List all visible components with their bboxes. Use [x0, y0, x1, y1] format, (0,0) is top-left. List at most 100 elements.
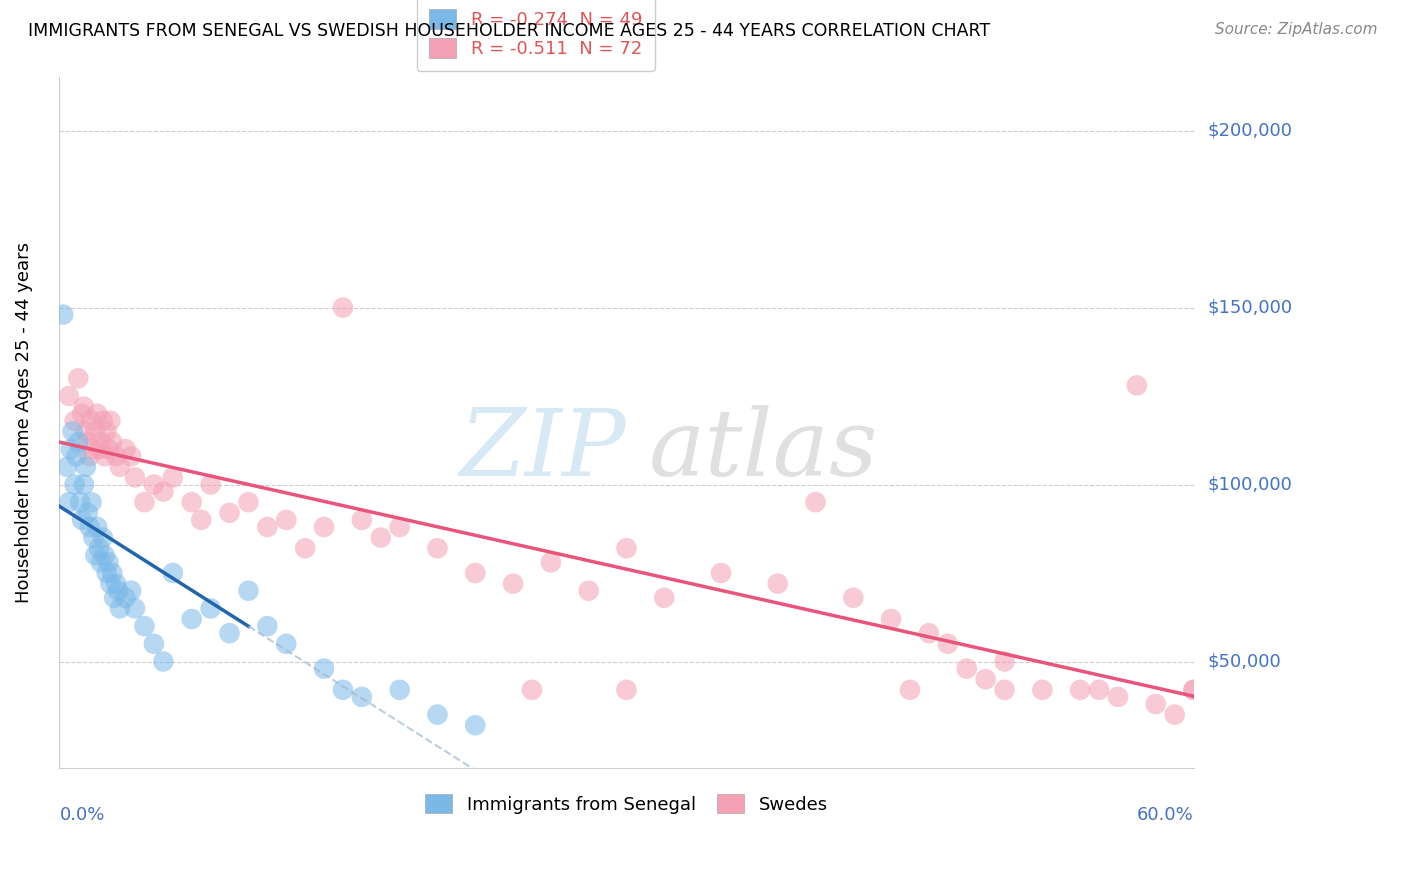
Point [218, 626, 240, 640]
Point [59, 442, 82, 456]
Point [502, 576, 524, 591]
Point [1088, 682, 1111, 697]
Point [100, 414, 122, 428]
Text: atlas: atlas [650, 405, 879, 495]
Point [540, 555, 562, 569]
Point [276, 637, 298, 651]
Point [79, 520, 101, 534]
Point [63, 477, 86, 491]
Point [87, 541, 110, 556]
Point [142, 477, 165, 491]
Point [1126, 378, 1149, 392]
Point [880, 612, 903, 626]
Point [86, 407, 108, 421]
Point [520, 682, 543, 697]
Point [76, 506, 98, 520]
Point [80, 495, 103, 509]
Point [120, 583, 142, 598]
Point [578, 583, 600, 598]
Point [652, 591, 675, 605]
Point [108, 459, 131, 474]
Point [97, 555, 120, 569]
Point [82, 531, 104, 545]
Point [124, 470, 146, 484]
Point [388, 682, 411, 697]
Point [1182, 682, 1205, 697]
Point [898, 682, 921, 697]
Point [152, 655, 174, 669]
Point [103, 591, 125, 605]
Point [464, 566, 486, 580]
Point [75, 459, 97, 474]
Point [1182, 682, 1205, 697]
Point [312, 662, 335, 676]
Point [616, 682, 638, 697]
Point [1163, 707, 1185, 722]
Point [80, 414, 103, 428]
Point [101, 566, 124, 580]
Point [134, 619, 156, 633]
Point [134, 495, 156, 509]
Point [1031, 682, 1053, 697]
Point [73, 477, 96, 491]
Point [180, 495, 202, 509]
Point [94, 549, 117, 563]
Point [350, 513, 373, 527]
Point [97, 442, 120, 456]
Point [464, 718, 486, 732]
Point [294, 541, 316, 556]
Point [62, 425, 84, 439]
Point [63, 414, 86, 428]
Text: $100,000: $100,000 [1208, 475, 1292, 493]
Point [350, 690, 373, 704]
Point [238, 583, 260, 598]
Point [73, 400, 96, 414]
Text: ZIP: ZIP [460, 405, 627, 495]
Point [162, 566, 184, 580]
Point [87, 442, 110, 456]
Point [91, 531, 114, 545]
Point [162, 470, 184, 484]
Point [79, 449, 101, 463]
Point [918, 626, 941, 640]
Point [332, 301, 354, 315]
Text: $150,000: $150,000 [1208, 299, 1292, 317]
Point [65, 449, 87, 463]
Point [114, 442, 136, 456]
Point [426, 707, 449, 722]
Point [370, 531, 392, 545]
Point [766, 576, 789, 591]
Point [120, 449, 142, 463]
Point [69, 495, 91, 509]
Text: 60.0%: 60.0% [1137, 805, 1194, 823]
Point [804, 495, 827, 509]
Point [107, 583, 129, 598]
Point [52, 308, 75, 322]
Point [86, 520, 108, 534]
Point [200, 477, 222, 491]
Point [332, 682, 354, 697]
Point [1144, 697, 1167, 711]
Text: Source: ZipAtlas.com: Source: ZipAtlas.com [1215, 22, 1378, 37]
Point [56, 459, 79, 474]
Point [256, 520, 278, 534]
Point [96, 566, 118, 580]
Point [142, 637, 165, 651]
Point [114, 591, 136, 605]
Point [190, 513, 212, 527]
Point [67, 371, 90, 385]
Point [94, 449, 117, 463]
Point [276, 513, 298, 527]
Point [84, 549, 107, 563]
Point [616, 541, 638, 556]
Point [76, 435, 98, 450]
Point [100, 576, 122, 591]
Point [218, 506, 240, 520]
Point [105, 576, 128, 591]
Point [710, 566, 733, 580]
Point [993, 682, 1015, 697]
Text: $200,000: $200,000 [1208, 121, 1292, 139]
Text: $50,000: $50,000 [1208, 653, 1281, 671]
Point [180, 612, 202, 626]
Point [842, 591, 865, 605]
